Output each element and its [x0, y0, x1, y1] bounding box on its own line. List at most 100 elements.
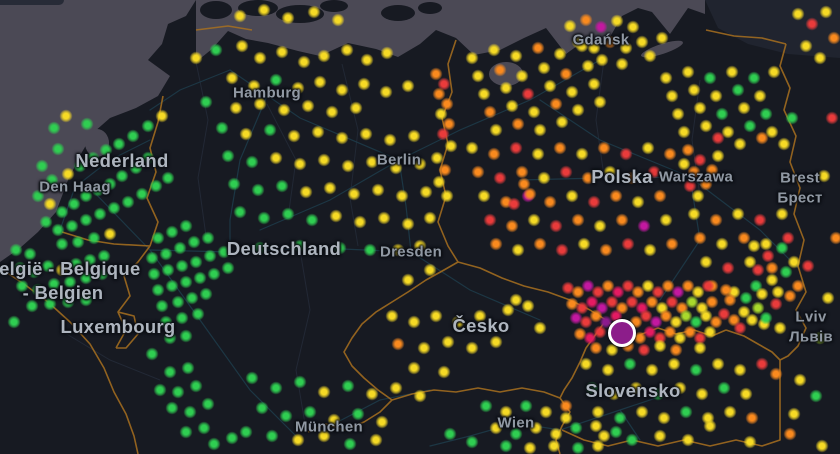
sensor-dot[interactable] — [625, 171, 639, 185]
sensor-dot[interactable] — [293, 239, 307, 253]
sensor-dot[interactable] — [645, 363, 659, 377]
sensor-dot[interactable] — [275, 45, 289, 59]
sensor-dot[interactable] — [395, 189, 409, 203]
sensor-dot[interactable] — [225, 431, 239, 445]
sensor-dot[interactable] — [489, 237, 503, 251]
sensor-dot[interactable] — [575, 147, 589, 161]
sensor-dot[interactable] — [35, 159, 49, 173]
sensor-dot[interactable] — [743, 119, 757, 133]
sensor-dot[interactable] — [112, 137, 126, 151]
sensor-dot[interactable] — [31, 189, 45, 203]
sensor-dot[interactable] — [63, 275, 77, 289]
sensor-dot[interactable] — [625, 295, 639, 309]
sensor-dot[interactable] — [221, 261, 235, 275]
sensor-dot[interactable] — [733, 363, 747, 377]
sensor-dot[interactable] — [619, 147, 633, 161]
sensor-dot[interactable] — [499, 81, 513, 95]
sensor-dot[interactable] — [79, 213, 93, 227]
sensor-dot[interactable] — [165, 225, 179, 239]
sensor-dot[interactable] — [659, 71, 673, 85]
sensor-dot[interactable] — [695, 387, 709, 401]
sensor-dot[interactable] — [507, 197, 521, 211]
sensor-dot[interactable] — [51, 142, 65, 156]
sensor-dot[interactable] — [771, 285, 785, 299]
sensor-dot[interactable] — [589, 309, 603, 323]
sensor-dot[interactable] — [471, 69, 485, 83]
sensor-dot[interactable] — [739, 291, 753, 305]
sensor-dot[interactable] — [687, 83, 701, 97]
sensor-dot[interactable] — [493, 171, 507, 185]
sensor-dot[interactable] — [229, 101, 243, 115]
sensor-dot[interactable] — [705, 163, 719, 177]
sensor-dot[interactable] — [531, 41, 545, 55]
sensor-dot[interactable] — [465, 341, 479, 355]
sensor-dot[interactable] — [543, 195, 557, 209]
sensor-dot[interactable] — [389, 381, 403, 395]
sensor-dot[interactable] — [325, 105, 339, 119]
sensor-dot[interactable] — [667, 357, 681, 371]
sensor-dot[interactable] — [207, 267, 221, 281]
sensor-dot[interactable] — [637, 343, 651, 357]
sensor-dot[interactable] — [247, 79, 261, 93]
sensor-dot[interactable] — [493, 63, 507, 77]
sensor-dot[interactable] — [549, 219, 563, 233]
sensor-dot[interactable] — [705, 295, 719, 309]
sensor-dot[interactable] — [689, 363, 703, 377]
sensor-dot[interactable] — [173, 241, 187, 255]
sensor-dot[interactable] — [341, 379, 355, 393]
sensor-dot[interactable] — [483, 213, 497, 227]
sensor-dot[interactable] — [179, 219, 193, 233]
sensor-dot[interactable] — [103, 177, 117, 191]
sensor-dot[interactable] — [369, 433, 383, 447]
sensor-dot[interactable] — [825, 111, 839, 125]
sensor-dot[interactable] — [625, 433, 639, 447]
sensor-dot[interactable] — [679, 309, 693, 323]
sensor-dot[interactable] — [681, 279, 695, 293]
sensor-dot[interactable] — [573, 327, 587, 341]
sensor-dot[interactable] — [79, 189, 93, 203]
sensor-dot[interactable] — [185, 291, 199, 305]
sensor-dot[interactable] — [291, 81, 305, 95]
sensor-dot[interactable] — [665, 237, 679, 251]
sensor-dot[interactable] — [501, 303, 515, 317]
sensor-dot[interactable] — [579, 13, 593, 27]
sensor-dot[interactable] — [181, 361, 195, 375]
sensor-dot[interactable] — [129, 161, 143, 175]
sensor-dot[interactable] — [517, 177, 531, 191]
sensor-dot[interactable] — [765, 261, 779, 275]
sensor-dot[interactable] — [31, 283, 45, 297]
sensor-dot[interactable] — [579, 357, 593, 371]
sensor-dot[interactable] — [43, 297, 57, 311]
sensor-dot[interactable] — [257, 211, 271, 225]
sensor-dot[interactable] — [785, 111, 799, 125]
sensor-dot[interactable] — [619, 41, 633, 55]
sensor-dot[interactable] — [799, 39, 813, 53]
sensor-dot[interactable] — [591, 405, 605, 419]
sensor-dot[interactable] — [175, 259, 189, 273]
sensor-dot[interactable] — [163, 331, 177, 345]
sensor-dot[interactable] — [419, 185, 433, 199]
sensor-dot[interactable] — [719, 283, 733, 297]
sensor-dot[interactable] — [391, 337, 405, 351]
sensor-dot[interactable] — [161, 263, 175, 277]
sensor-dot[interactable] — [635, 405, 649, 419]
sensor-dot[interactable] — [73, 159, 87, 173]
sensor-dot[interactable] — [245, 371, 259, 385]
sensor-dot[interactable] — [783, 289, 797, 303]
sensor-dot[interactable] — [245, 155, 259, 169]
sensor-dot[interactable] — [759, 107, 773, 121]
sensor-dot[interactable] — [440, 97, 454, 111]
sensor-dot[interactable] — [511, 117, 525, 131]
sensor-dot[interactable] — [389, 161, 403, 175]
sensor-dot[interactable] — [199, 287, 213, 301]
sensor-dot[interactable] — [699, 177, 713, 191]
sensor-dot[interactable] — [69, 257, 83, 271]
sensor-dot[interactable] — [163, 365, 177, 379]
sensor-dot[interactable] — [527, 105, 541, 119]
sensor-dot[interactable] — [291, 433, 305, 447]
sensor-dot[interactable] — [441, 335, 455, 349]
sensor-dot[interactable] — [593, 95, 607, 109]
sensor-dot[interactable] — [631, 285, 645, 299]
sensor-dot[interactable] — [585, 295, 599, 309]
sensor-dot[interactable] — [813, 51, 827, 65]
